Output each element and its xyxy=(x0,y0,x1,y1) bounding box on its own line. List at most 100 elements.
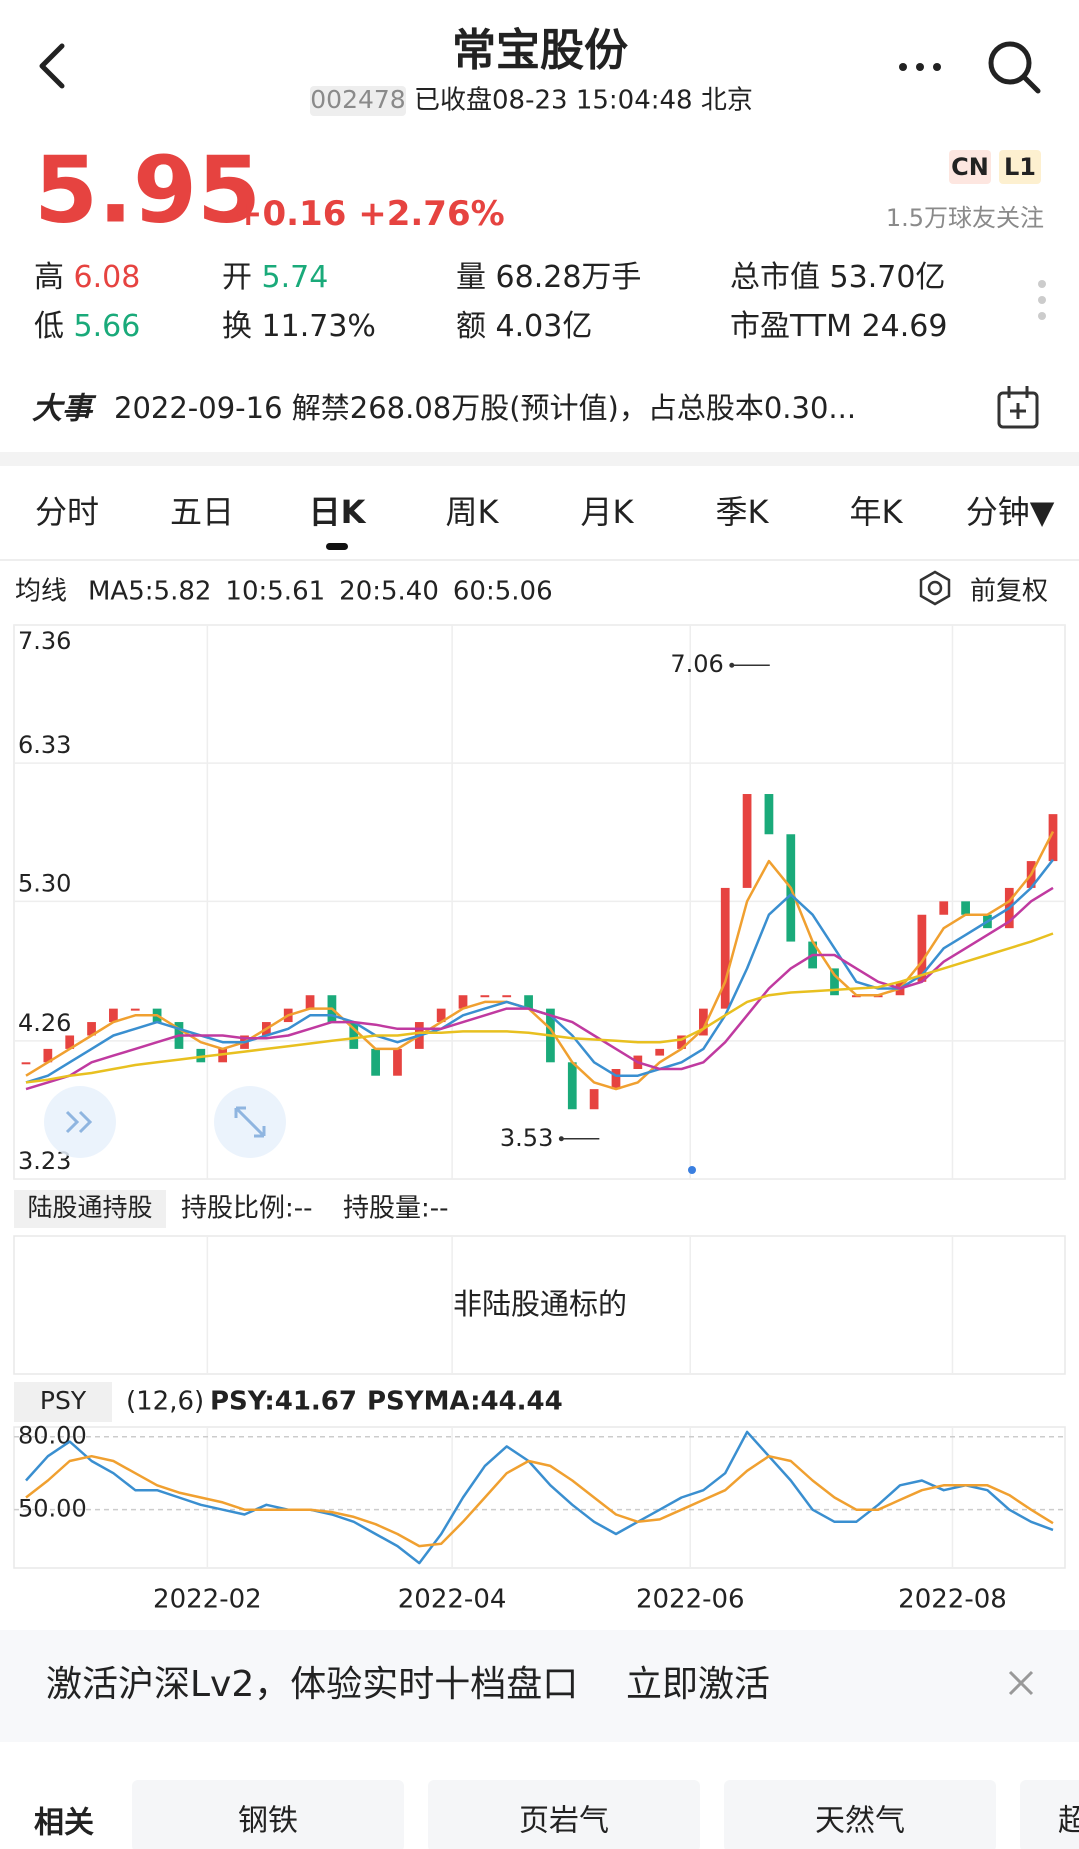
stock-title: 常宝股份 xyxy=(452,25,628,76)
stat-label: 额 xyxy=(456,309,486,344)
tab-indicator xyxy=(326,543,348,550)
y-tick-label: 5.30 xyxy=(18,869,71,897)
indicator-line xyxy=(25,1454,1054,1548)
market-status: 已收盘08-23 15:04:48 北京 xyxy=(414,86,753,116)
hk-label: 陆股通持股 xyxy=(27,1193,152,1222)
tab[interactable]: 周K xyxy=(446,493,500,531)
candle xyxy=(589,1089,599,1110)
badge: CN xyxy=(951,153,989,181)
tag-bg xyxy=(1020,1780,1079,1849)
banner-action[interactable]: 立即激活 xyxy=(626,1664,770,1705)
stat: 低 5.66 xyxy=(34,309,140,344)
settings-icon[interactable] xyxy=(927,580,943,596)
settings-icon[interactable] xyxy=(919,570,951,606)
candle xyxy=(349,1022,359,1049)
banner-close[interactable] xyxy=(1008,1670,1034,1696)
stat: 开 5.74 xyxy=(222,260,328,295)
stat: 市盈TTM 24.69 xyxy=(730,309,947,344)
candle xyxy=(830,968,839,996)
candle xyxy=(43,1048,53,1063)
candle xyxy=(502,995,512,998)
calendar-button[interactable] xyxy=(997,386,1039,429)
banner-text: 激活沪深Lv2，体验实时十档盘口 xyxy=(46,1664,578,1705)
legend-entry: PSY:41.67 xyxy=(210,1387,357,1417)
tag[interactable]: 页岩气 xyxy=(519,1804,609,1839)
stat-value: 53.70亿 xyxy=(830,260,946,295)
scroll-icon xyxy=(65,1110,93,1134)
candle xyxy=(611,1069,621,1090)
psy-title: PSY xyxy=(40,1386,87,1415)
y-tick-label: 6.33 xyxy=(18,731,71,759)
fullscreen-icon xyxy=(234,1106,266,1138)
more-button[interactable] xyxy=(899,63,941,71)
stat-value: 24.69 xyxy=(862,309,948,344)
y-tick-label: 80.00 xyxy=(18,1422,87,1450)
tag[interactable]: 超 xyxy=(1058,1804,1079,1839)
tab[interactable]: 分时 xyxy=(35,493,99,531)
tag-bg xyxy=(724,1780,996,1849)
legend-entry: 20:5.40 xyxy=(339,577,439,607)
stat-value: 5.74 xyxy=(262,260,329,295)
candle xyxy=(524,995,533,1009)
indicator-line xyxy=(25,886,1054,1091)
candle xyxy=(371,1048,380,1076)
candle xyxy=(458,995,468,1009)
y-tick-label: 50.00 xyxy=(18,1495,87,1523)
tab[interactable]: 分钟▼ xyxy=(966,493,1055,531)
extreme-label: 3.53 xyxy=(500,1124,553,1152)
psy-frame xyxy=(13,1426,1066,1569)
tab[interactable]: 月K xyxy=(581,493,635,531)
x-tick-label: 2022-08 xyxy=(898,1585,1007,1615)
tab-active[interactable]: 日K xyxy=(309,493,367,531)
legend-entry: MA5:5.82 xyxy=(88,577,211,607)
tab[interactable]: 季K xyxy=(716,493,770,531)
hk-note: 非陆股通标的 xyxy=(453,1287,627,1321)
change-pct: +2.76% xyxy=(358,194,504,234)
stat-value: 5.66 xyxy=(74,309,141,344)
candle xyxy=(567,1062,577,1110)
candle xyxy=(917,914,927,982)
psy-chart: 80.00 50.00 xyxy=(14,1422,1065,1568)
candle xyxy=(655,1048,665,1056)
indicator-line xyxy=(25,858,1054,1084)
candle xyxy=(305,995,315,1009)
tag[interactable]: 钢铁 xyxy=(238,1804,298,1839)
candle xyxy=(939,901,949,915)
tag-bg xyxy=(428,1780,700,1849)
scroll-button[interactable] xyxy=(44,1086,116,1158)
psy-chip xyxy=(14,1382,112,1422)
tag[interactable]: 天然气 xyxy=(815,1804,905,1839)
y-tick-label: 7.36 xyxy=(18,627,71,655)
tab[interactable]: 年K xyxy=(850,493,904,531)
stat-label: 市盈TTM xyxy=(730,309,852,344)
legend-entry: 10:5.61 xyxy=(225,577,325,607)
expand-stats[interactable] xyxy=(1038,280,1046,320)
kline-chart: 7.366.335.304.263.237.063.53 xyxy=(14,624,1065,1180)
hk-grid xyxy=(206,1236,954,1374)
banner xyxy=(0,1630,1079,1742)
search-button[interactable] xyxy=(988,41,1041,94)
candle xyxy=(196,1048,206,1063)
chart-buttons xyxy=(44,1086,286,1158)
stat-label: 量 xyxy=(456,260,486,295)
indicator-label: 均线 xyxy=(15,577,67,607)
hk-chip xyxy=(14,1190,166,1228)
back-button[interactable] xyxy=(39,43,65,89)
stat: 换 11.73% xyxy=(222,309,376,344)
stat: 总市值 53.70亿 xyxy=(730,260,945,295)
badge: L1 xyxy=(1004,153,1036,181)
adjust-mode[interactable]: 前复权 xyxy=(970,577,1048,607)
hk-frame xyxy=(13,1235,1066,1375)
tab[interactable]: 五日 xyxy=(170,493,234,531)
candle xyxy=(764,794,774,835)
tag-bg xyxy=(132,1780,404,1849)
ma-legend: MA5:5.82 10:5.61 20:5.40 60:5.06 xyxy=(88,577,553,607)
badge-bg xyxy=(999,150,1041,184)
candle xyxy=(720,887,730,1009)
candle xyxy=(87,1022,96,1036)
candle xyxy=(436,1008,446,1023)
indicator-line xyxy=(25,1430,1054,1565)
code-chip xyxy=(310,86,406,116)
event-text[interactable]: 2022-09-16 解禁268.08万股(预计值)，占总股本0.30... xyxy=(114,391,856,425)
